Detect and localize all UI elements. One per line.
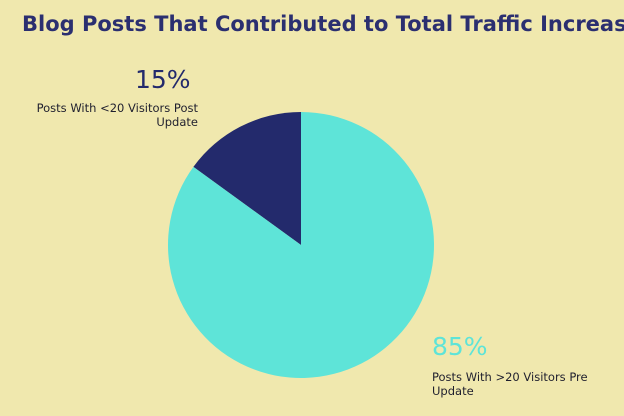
slice-percent-small: 15% bbox=[135, 65, 191, 94]
slice-label-large: Posts With >20 Visitors Pre Update bbox=[432, 370, 588, 398]
slice-percent-large: 85% bbox=[432, 332, 488, 361]
pie-slice-small bbox=[193, 112, 301, 245]
pie-slice-large bbox=[167, 112, 434, 379]
chart-title: Blog Posts That Contributed to Total Tra… bbox=[22, 12, 624, 36]
slice-label-small: Posts With <20 Visitors Post Update bbox=[36, 101, 198, 129]
